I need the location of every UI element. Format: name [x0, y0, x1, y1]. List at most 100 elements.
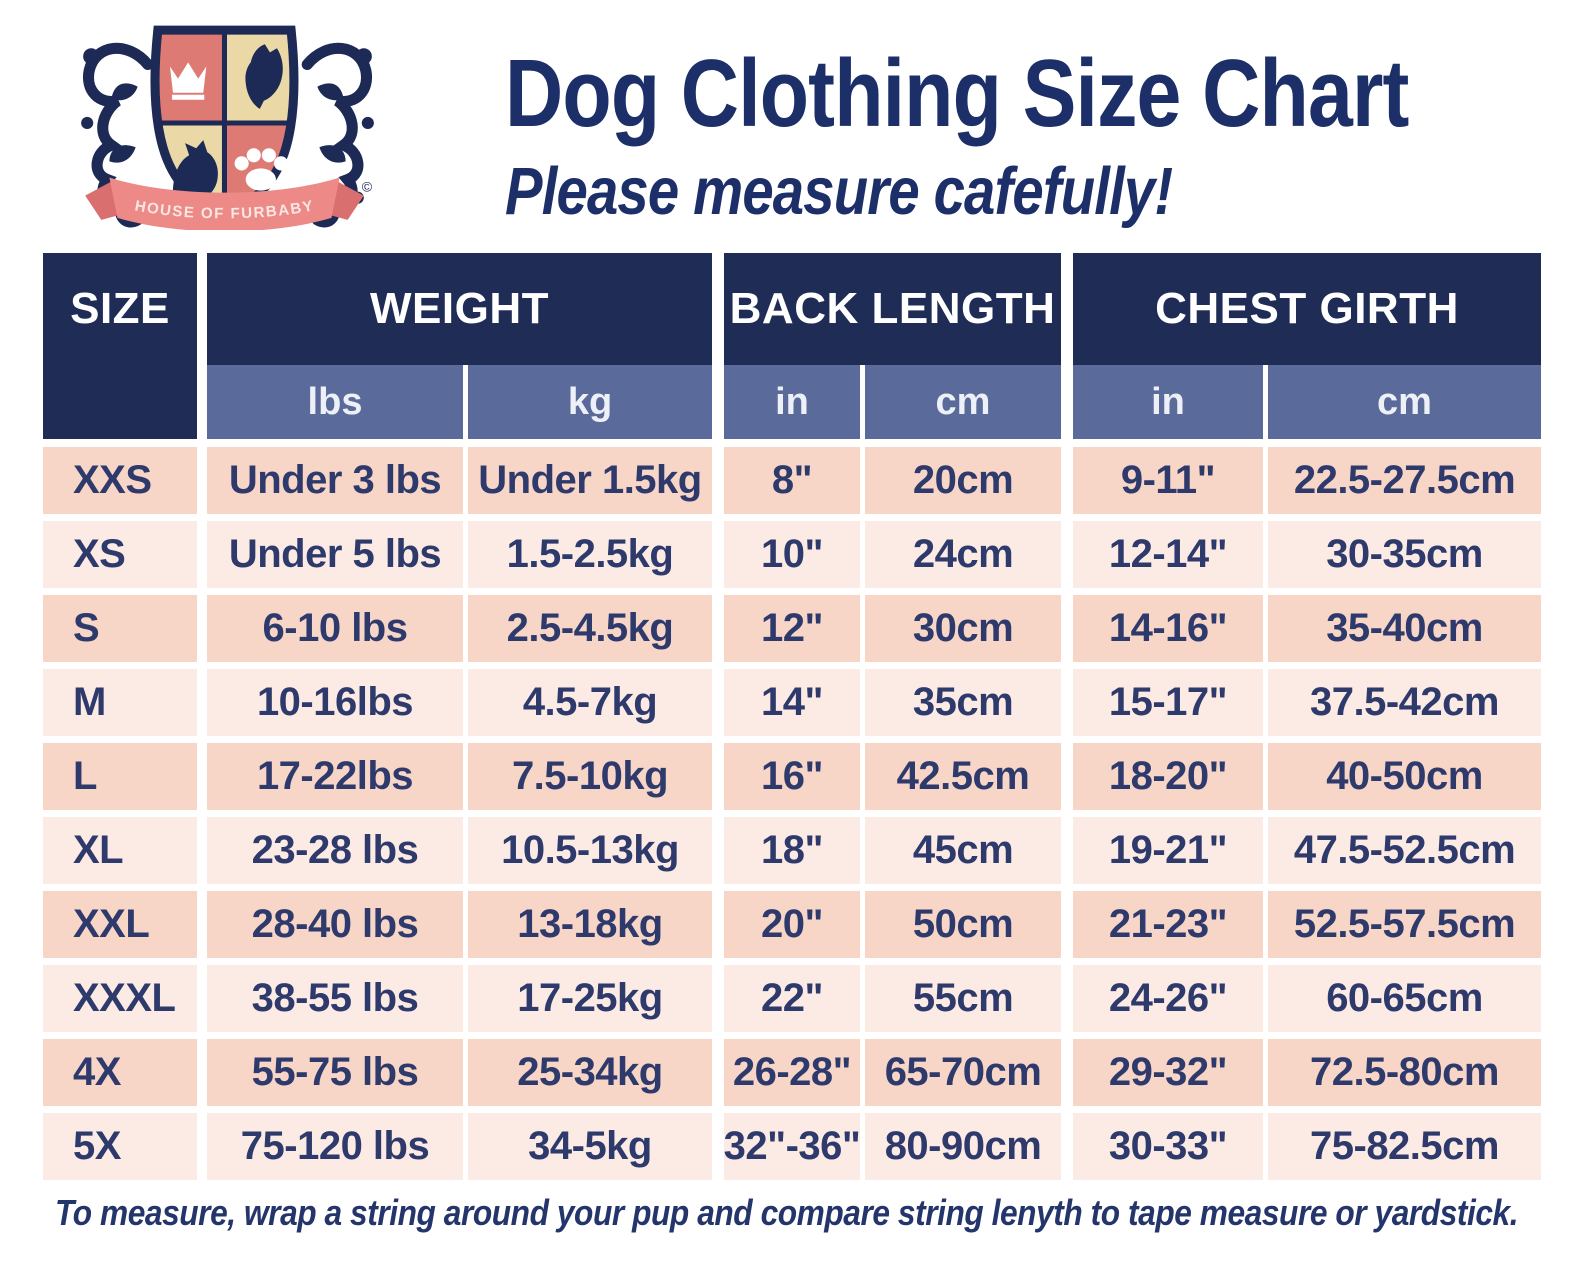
subheader-back-cm: cm	[865, 365, 1061, 439]
cell-back-in: 20"	[724, 891, 860, 958]
measuring-instructions: To measure, wrap a string around your pu…	[55, 1192, 1519, 1233]
cell-chest-in: 12-14"	[1073, 521, 1263, 588]
cell-size: M	[43, 669, 197, 736]
shield-icon	[150, 25, 299, 219]
cell-weight-lbs: 17-22lbs	[207, 743, 463, 810]
cell-weight-kg: Under 1.5kg	[468, 447, 712, 514]
cell-chest-in: 19-21"	[1073, 817, 1263, 884]
column-header-size: SIZE	[43, 253, 197, 439]
cell-chest-cm: 52.5-57.5cm	[1268, 891, 1541, 958]
table-row: 4X 55-75 lbs 25-34kg 26-28" 65-70cm 29-3…	[43, 1039, 1541, 1106]
ribbon-banner: HOUSE OF FURBABY	[85, 177, 364, 230]
cell-chest-cm: 37.5-42cm	[1268, 669, 1541, 736]
cell-chest-in: 18-20"	[1073, 743, 1263, 810]
title-block: Dog Clothing Size Chart Please measure c…	[505, 40, 1409, 230]
cell-chest-cm: 75-82.5cm	[1268, 1113, 1541, 1180]
cell-chest-in: 14-16"	[1073, 595, 1263, 662]
cell-weight-kg: 1.5-2.5kg	[468, 521, 712, 588]
cell-weight-kg: 13-18kg	[468, 891, 712, 958]
cell-weight-kg: 25-34kg	[468, 1039, 712, 1106]
table-row: XXL 28-40 lbs 13-18kg 20" 50cm 21-23" 52…	[43, 891, 1541, 958]
cell-back-cm: 30cm	[865, 595, 1061, 662]
cell-chest-in: 9-11"	[1073, 447, 1263, 514]
subheader-back-in: in	[724, 365, 860, 439]
subheader-chest-in: in	[1073, 365, 1263, 439]
cell-weight-lbs: Under 3 lbs	[207, 447, 463, 514]
dog-icon	[245, 44, 283, 109]
cell-chest-cm: 22.5-27.5cm	[1268, 447, 1541, 514]
cell-chest-in: 30-33"	[1073, 1113, 1263, 1180]
table-row: XS Under 5 lbs 1.5-2.5kg 10" 24cm 12-14"…	[43, 521, 1541, 588]
cell-size: 4X	[43, 1039, 197, 1106]
cell-weight-lbs: 75-120 lbs	[207, 1113, 463, 1180]
cell-back-in: 12"	[724, 595, 860, 662]
cell-back-cm: 80-90cm	[865, 1113, 1061, 1180]
cell-weight-kg: 10.5-13kg	[468, 817, 712, 884]
cell-back-cm: 65-70cm	[865, 1039, 1061, 1106]
cell-size: XXS	[43, 447, 197, 514]
cell-weight-kg: 17-25kg	[468, 965, 712, 1032]
cell-back-in: 16"	[724, 743, 860, 810]
cell-back-in: 26-28"	[724, 1039, 860, 1106]
cell-weight-lbs: Under 5 lbs	[207, 521, 463, 588]
cell-size: XS	[43, 521, 197, 588]
table-row: XXS Under 3 lbs Under 1.5kg 8" 20cm 9-11…	[43, 447, 1541, 514]
size-table-body: XXS Under 3 lbs Under 1.5kg 8" 20cm 9-11…	[43, 447, 1541, 1180]
paw-icon	[234, 148, 289, 191]
cell-chest-cm: 72.5-80cm	[1268, 1039, 1541, 1106]
cell-weight-kg: 7.5-10kg	[468, 743, 712, 810]
cell-weight-lbs: 28-40 lbs	[207, 891, 463, 958]
crown-icon	[169, 62, 207, 100]
cell-back-in: 8"	[724, 447, 860, 514]
cell-back-cm: 20cm	[865, 447, 1061, 514]
size-table-header: SIZE WEIGHT BACK LENGTH CHEST GIRTH lbs …	[43, 253, 1541, 439]
cell-weight-lbs: 55-75 lbs	[207, 1039, 463, 1106]
subheader-chest-cm: cm	[1268, 365, 1541, 439]
column-header-chest-girth: CHEST GIRTH	[1073, 253, 1541, 365]
cell-weight-lbs: 6-10 lbs	[207, 595, 463, 662]
cell-chest-in: 24-26"	[1073, 965, 1263, 1032]
table-row: L 17-22lbs 7.5-10kg 16" 42.5cm 18-20" 40…	[43, 743, 1541, 810]
cat-icon	[172, 140, 218, 201]
cell-weight-lbs: 23-28 lbs	[207, 817, 463, 884]
cell-back-cm: 24cm	[865, 521, 1061, 588]
cell-chest-in: 15-17"	[1073, 669, 1263, 736]
subheader-weight-kg: kg	[468, 365, 712, 439]
cell-back-cm: 50cm	[865, 891, 1061, 958]
cell-back-in: 18"	[724, 817, 860, 884]
cell-size: 5X	[43, 1113, 197, 1180]
cell-weight-kg: 4.5-7kg	[468, 669, 712, 736]
cell-weight-lbs: 38-55 lbs	[207, 965, 463, 1032]
cell-chest-cm: 60-65cm	[1268, 965, 1541, 1032]
table-row: M 10-16lbs 4.5-7kg 14" 35cm 15-17" 37.5-…	[43, 669, 1541, 736]
cell-back-in: 14"	[724, 669, 860, 736]
table-row: XXXL 38-55 lbs 17-25kg 22" 55cm 24-26" 6…	[43, 965, 1541, 1032]
cell-back-in: 10"	[724, 521, 860, 588]
cell-weight-lbs: 10-16lbs	[207, 669, 463, 736]
copyright-mark: ©	[362, 179, 373, 195]
column-header-weight: WEIGHT	[207, 253, 712, 365]
cell-size: XXXL	[43, 965, 197, 1032]
cell-chest-cm: 40-50cm	[1268, 743, 1541, 810]
subheader-weight-lbs: lbs	[207, 365, 463, 439]
cell-size: L	[43, 743, 197, 810]
table-row: XL 23-28 lbs 10.5-13kg 18" 45cm 19-21" 4…	[43, 817, 1541, 884]
cell-back-in: 22"	[724, 965, 860, 1032]
table-row: S 6-10 lbs 2.5-4.5kg 12" 30cm 14-16" 35-…	[43, 595, 1541, 662]
cell-chest-cm: 30-35cm	[1268, 521, 1541, 588]
cell-size: XL	[43, 817, 197, 884]
cell-back-cm: 35cm	[865, 669, 1061, 736]
cell-chest-in: 29-32"	[1073, 1039, 1263, 1106]
cell-size: XXL	[43, 891, 197, 958]
cell-chest-cm: 47.5-52.5cm	[1268, 817, 1541, 884]
cell-weight-kg: 2.5-4.5kg	[468, 595, 712, 662]
brand-logo: HOUSE OF FURBABY ©	[70, 25, 385, 230]
cell-back-cm: 55cm	[865, 965, 1061, 1032]
column-header-back-length: BACK LENGTH	[724, 253, 1061, 365]
page-title: Dog Clothing Size Chart	[505, 40, 1409, 147]
table-row: 5X 75-120 lbs 34-5kg 32"-36" 80-90cm 30-…	[43, 1113, 1541, 1180]
cell-chest-in: 21-23"	[1073, 891, 1263, 958]
page-subtitle: Please measure cafefully!	[505, 153, 1173, 229]
cell-size: S	[43, 595, 197, 662]
cell-back-in: 32"-36"	[724, 1113, 861, 1180]
